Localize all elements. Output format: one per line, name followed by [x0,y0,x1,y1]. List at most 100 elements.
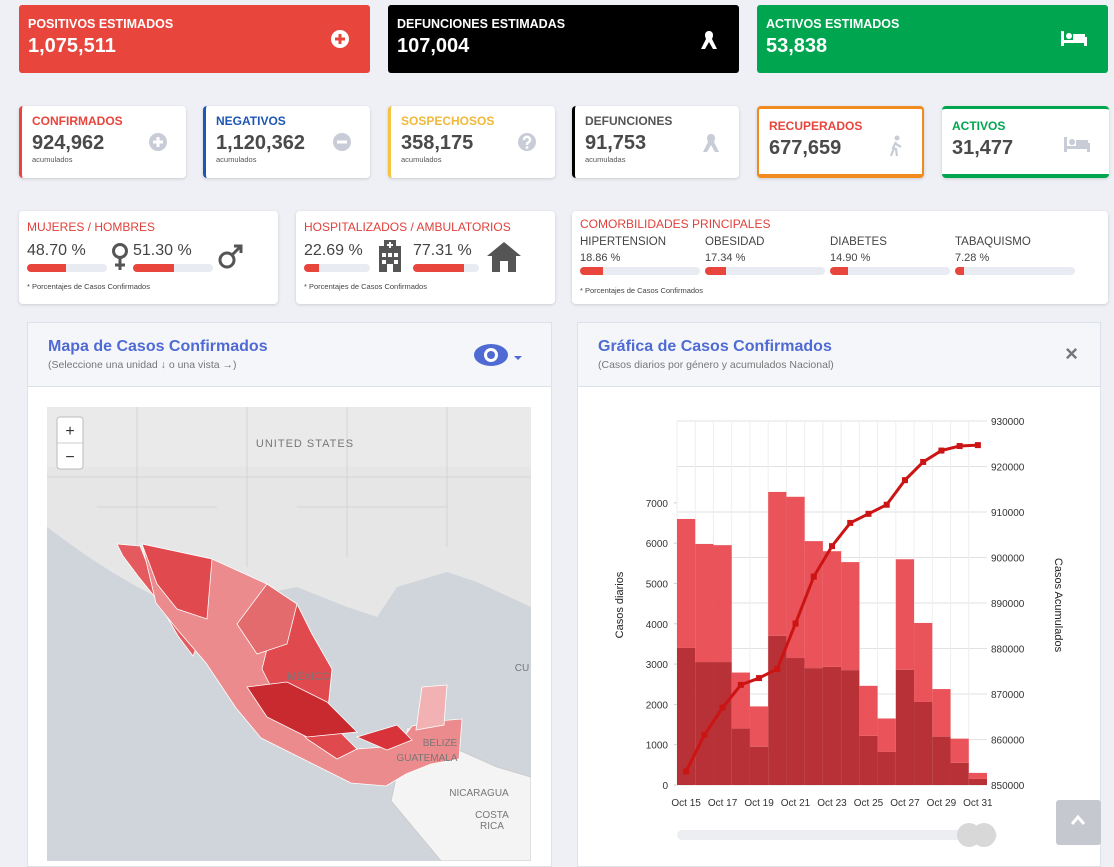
card-note: * Porcentajes de Casos Confirmados [27,282,150,291]
bar [968,778,987,785]
line-marker [683,768,690,775]
card-note: acumulados [216,155,257,164]
map-label: NICARAGUA [449,788,509,799]
y-tick-label: 5000 [646,579,669,590]
percent: 51.30 % [133,242,192,259]
line-marker [792,620,799,627]
x-tick-label: Oct 17 [708,798,738,809]
view-selector[interactable] [473,343,525,369]
card-activos-est: ACTIVOS ESTIMADOS 53,838 [757,5,1108,73]
progress-track [705,267,825,275]
bar [914,622,933,702]
map-label: CU [515,663,529,674]
female-icon [112,243,128,270]
map-label: MÉXICO [287,670,331,683]
bed-icon [1064,137,1090,152]
bar [768,635,787,785]
card-note: * Porcentajes de Casos Confirmados [304,282,427,291]
y2-tick-label: 850000 [991,781,1025,792]
x-tick-label: Oct 29 [927,798,957,809]
map: UNITED STATES MÉXICO BELIZE GUATEMALA NI… [47,407,531,861]
hospital-icon [379,240,401,272]
y2-tick-label: 880000 [991,645,1025,656]
line-marker [974,442,981,449]
line-marker [701,731,708,738]
progress-track [133,264,213,272]
bar [677,518,696,648]
progress-bar [580,267,603,275]
map-label: GUATEMALA [397,753,458,764]
comorbidity-percent: 17.34 % [705,252,746,264]
comorbidity-percent: 7.28 % [955,252,990,264]
y2-tick-label: 870000 [991,690,1025,701]
bar [859,685,878,736]
zoom-in[interactable]: + [65,423,74,440]
card-value: 358,175 [401,132,474,154]
scroll-handle[interactable] [972,823,996,847]
bed-icon [1061,31,1087,46]
scroll-track [677,830,997,840]
bar [968,772,987,779]
question-icon [518,133,536,151]
progress-bar [304,264,319,272]
card-value: 53,838 [766,35,828,57]
line-marker [774,665,781,672]
bar [877,751,896,785]
panel-title: Gráfica de Casos Confirmados [598,338,832,355]
bar [804,668,823,785]
bar [713,545,732,663]
chart: 850000 860000 870000 880000 890000 900000 9100… [614,417,1064,847]
y2-tick-label: 910000 [991,508,1025,519]
line-marker [865,510,872,517]
y-tick-label: 1000 [646,741,669,752]
x-tick-label: Oct 19 [744,798,774,809]
card-activos: ACTIVOS 31,477 [942,106,1109,178]
card-title: ACTIVOS [952,119,1006,133]
bar [749,746,769,785]
card-note: acumulados [32,155,73,164]
y2-tick-label: 890000 [991,599,1025,610]
comorbidity-name: HIPERTENSION [580,236,667,248]
bar [749,706,769,747]
close-button[interactable]: × [1065,341,1078,366]
progress-bar [830,267,848,275]
y2-axis-label: Casos Acumulados [1052,558,1064,653]
y-tick-label: 4000 [646,620,669,631]
bar [950,738,969,763]
line-marker [956,443,963,450]
card-note: * Porcentajes de Casos Confirmados [580,286,703,295]
bar [786,496,805,659]
map-label: UNITED STATES [256,438,354,450]
x-tick-label: Oct 27 [890,798,920,809]
card-note: acumuladas [585,155,626,164]
panel-header: Gráfica de Casos Confirmados (Casos diar… [578,323,1100,387]
comorbidity-name: OBESIDAD [705,236,765,248]
ribbon-icon [703,134,719,152]
card-title: POSITIVOS ESTIMADOS [28,17,174,31]
card-defunciones-est: DEFUNCIONES ESTIMADAS 107,004 [388,5,739,73]
bar [914,701,933,785]
progress-bar [27,264,66,272]
zoom-out[interactable]: − [65,449,74,466]
card-value: 1,075,511 [28,35,116,57]
y-axis-label: Casos diarios [614,571,626,638]
bar [932,689,951,737]
progress-track [580,267,700,275]
x-tick-label: Oct 25 [854,798,884,809]
line-marker [756,675,763,682]
card-negativos: NEGATIVOS 1,120,362 acumulados [203,106,370,178]
map-label: COSTA [475,810,509,821]
card-sospechosos: SOSPECHOSOS 358,175 acumulados [388,106,555,178]
line-marker [938,447,945,454]
bar [768,491,787,636]
progress-track [27,264,107,272]
bar [731,672,750,729]
line-marker [847,519,854,526]
card-value: 31,477 [952,137,1014,159]
scroll-top-button[interactable] [1056,800,1101,845]
plus-icon [149,133,167,151]
bar [713,662,732,785]
card-value: 91,753 [585,132,647,154]
bar [950,762,969,785]
